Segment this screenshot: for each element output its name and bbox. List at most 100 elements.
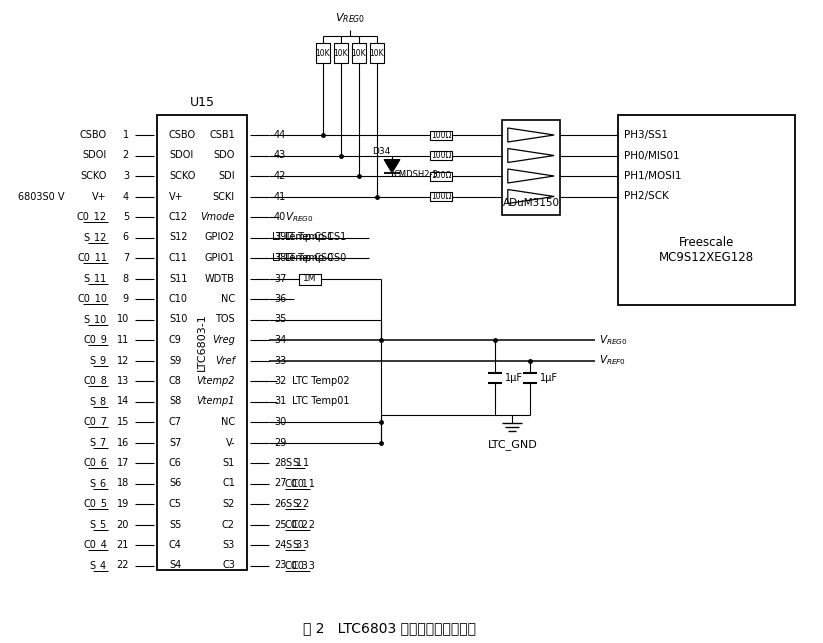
Text: 17: 17 (117, 458, 129, 468)
Bar (430, 192, 452, 201)
Text: 28: 28 (274, 458, 286, 468)
Text: NC: NC (221, 294, 235, 304)
Text: V+: V+ (92, 192, 107, 201)
Text: C12: C12 (169, 212, 188, 222)
Text: C0_2: C0_2 (292, 519, 316, 530)
Text: S8: S8 (169, 397, 181, 406)
Text: S_4: S_4 (90, 560, 107, 571)
Text: NC: NC (221, 417, 235, 427)
Text: S_7: S_7 (90, 437, 107, 448)
Text: S_1: S_1 (285, 458, 302, 469)
Text: LT Temp CS0: LT Temp CS0 (272, 253, 333, 263)
Bar (430, 172, 452, 181)
Text: 30: 30 (274, 417, 286, 427)
Text: S_2: S_2 (285, 498, 302, 509)
Text: Freescale
MC9S12XEG128: Freescale MC9S12XEG128 (659, 236, 754, 264)
Text: 29: 29 (274, 437, 286, 448)
Text: 7: 7 (123, 253, 129, 263)
Text: S_12: S_12 (84, 232, 107, 243)
Text: LT Temp CS1: LT Temp CS1 (285, 233, 346, 242)
Text: 3: 3 (123, 171, 129, 181)
Text: 9: 9 (123, 294, 129, 304)
Text: SDO: SDO (214, 150, 235, 161)
Text: 31: 31 (274, 397, 286, 406)
Text: C0_5: C0_5 (83, 498, 107, 509)
Text: S1: S1 (223, 458, 235, 468)
Text: 14: 14 (117, 397, 129, 406)
Bar (370, 43, 384, 63)
Text: C0_3: C0_3 (285, 560, 309, 571)
Text: S_9: S_9 (90, 355, 107, 366)
Text: 18: 18 (117, 478, 129, 489)
Text: C0_1: C0_1 (285, 478, 309, 489)
Text: S12: S12 (169, 233, 188, 242)
Text: S6: S6 (169, 478, 181, 489)
Text: S_8: S_8 (90, 396, 107, 407)
Text: SCKO: SCKO (169, 171, 195, 181)
Text: C11: C11 (169, 253, 188, 263)
Text: 100Ω: 100Ω (430, 172, 451, 181)
Text: 10K: 10K (351, 48, 366, 57)
Text: LT Temp CS0: LT Temp CS0 (285, 253, 346, 263)
Text: U15: U15 (189, 96, 215, 109)
Text: GPIO1: GPIO1 (205, 253, 235, 263)
Text: S_2: S_2 (292, 498, 309, 509)
Text: 26: 26 (274, 499, 286, 509)
Text: 13: 13 (117, 376, 129, 386)
Text: 图 2   LTC6803 与单片机基本原理图: 图 2 LTC6803 与单片机基本原理图 (304, 621, 477, 635)
Text: C0_1: C0_1 (292, 478, 316, 489)
Text: S2: S2 (223, 499, 235, 509)
Text: Vref: Vref (215, 356, 235, 365)
Text: 24: 24 (274, 540, 286, 550)
Bar (502, 120, 560, 215)
Text: 22: 22 (117, 561, 129, 570)
Text: C2: C2 (222, 520, 235, 529)
Text: C4: C4 (169, 540, 182, 550)
Text: Vreg: Vreg (212, 335, 235, 345)
Text: S10: S10 (169, 314, 188, 325)
Text: C7: C7 (169, 417, 182, 427)
Bar (334, 43, 348, 63)
Text: GPIO2: GPIO2 (205, 233, 235, 242)
Text: SCKI: SCKI (213, 192, 235, 201)
Text: S11: S11 (169, 273, 188, 284)
Text: ADuM3150: ADuM3150 (503, 198, 560, 208)
Text: 1μF: 1μF (505, 373, 523, 383)
Text: 100Ω: 100Ω (430, 151, 451, 160)
Text: C0_7: C0_7 (83, 417, 107, 428)
Text: 25: 25 (274, 520, 286, 529)
Text: LTC Temp02: LTC Temp02 (292, 376, 350, 386)
Text: S_1: S_1 (292, 458, 309, 469)
Text: S7: S7 (169, 437, 181, 448)
Text: $V_{REF0}$: $V_{REF0}$ (599, 354, 626, 367)
Text: C9: C9 (169, 335, 182, 345)
Text: Vtemp2: Vtemp2 (197, 376, 235, 386)
Text: C8: C8 (169, 376, 182, 386)
Text: Vtemp1: Vtemp1 (197, 397, 235, 406)
Text: 1M: 1M (303, 274, 317, 283)
Text: 11: 11 (117, 335, 129, 345)
Text: 20: 20 (117, 520, 129, 529)
Bar (157, 115, 247, 570)
Text: 32: 32 (274, 376, 286, 386)
Text: 33: 33 (274, 356, 286, 365)
Text: 19: 19 (117, 499, 129, 509)
Text: LTC6803-1: LTC6803-1 (197, 314, 207, 372)
Bar (430, 131, 452, 140)
Text: 4: 4 (123, 192, 129, 201)
Text: C0_2: C0_2 (285, 519, 309, 530)
Text: 5: 5 (123, 212, 129, 222)
Text: 6803S0 V: 6803S0 V (18, 192, 65, 201)
Text: C10: C10 (169, 294, 188, 304)
Text: C0_6: C0_6 (83, 458, 107, 469)
Polygon shape (384, 159, 400, 173)
Text: S_3: S_3 (285, 539, 302, 550)
Text: S_6: S_6 (90, 478, 107, 489)
Text: 35: 35 (274, 314, 286, 325)
Text: PH2/SCK: PH2/SCK (624, 192, 669, 201)
Text: 27: 27 (274, 478, 286, 489)
Text: C0_10: C0_10 (77, 294, 107, 304)
Text: S9: S9 (169, 356, 181, 365)
Text: CSBO: CSBO (169, 130, 196, 140)
Text: C0_9: C0_9 (83, 334, 107, 345)
